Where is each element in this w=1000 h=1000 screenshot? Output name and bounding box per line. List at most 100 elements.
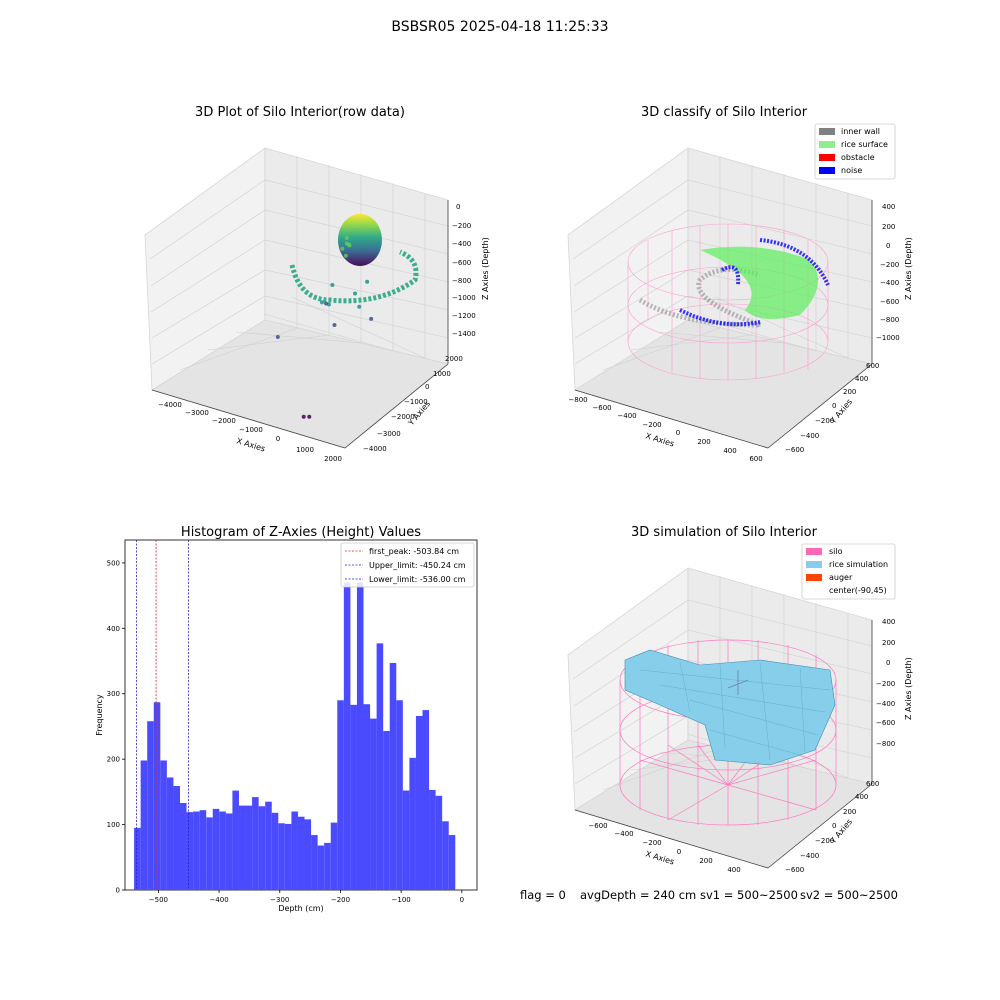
- histogram-bar: [225, 813, 233, 890]
- histogram-bar: [245, 805, 253, 890]
- cls-y-tick: 0: [832, 402, 836, 410]
- histogram-bar: [166, 777, 174, 890]
- sim-y-tick: 0: [832, 822, 836, 830]
- raw-ring-cluster: [289, 249, 419, 304]
- sim-y-tick: −200: [815, 837, 834, 845]
- cls-z-tick: 400: [882, 203, 895, 211]
- legend-label-center: center(-90,45): [829, 586, 887, 595]
- raw-point: [320, 300, 324, 305]
- cls-rice-surface-points: [700, 246, 818, 319]
- histogram-bar: [160, 760, 167, 890]
- cls-z-label: Z Axies (Depth): [904, 237, 913, 300]
- legend-swatch-obstacle: [819, 154, 835, 161]
- raw-point: [275, 335, 280, 340]
- histogram-bar: [212, 808, 220, 890]
- histogram-bar: [173, 785, 180, 890]
- histogram-bar: [153, 702, 161, 890]
- raw-x-tick: −4000: [158, 401, 182, 409]
- histogram-bar: [363, 704, 371, 890]
- sim-y-tick: 600: [866, 780, 879, 788]
- legend-label-obstacle: obstacle: [841, 153, 875, 162]
- raw-z-label: Z Axies (Depth): [481, 237, 490, 300]
- histogram-bar: [415, 715, 423, 890]
- histogram-bar: [435, 795, 443, 890]
- sim-x-tick: −200: [642, 839, 661, 847]
- raw-x-ticks: −4000 −3000 −2000 −1000 0 1000 2000: [158, 401, 342, 463]
- histogram-bar: [356, 582, 364, 890]
- status-flag: flag = 0: [520, 888, 566, 902]
- raw-point: [307, 414, 312, 419]
- histogram-bar: [402, 790, 410, 890]
- raw-y-tick: −1000: [404, 398, 428, 406]
- sim-z-label: Z Axies (Depth): [904, 657, 913, 720]
- histogram-bar: [291, 811, 298, 890]
- sim-x-tick: −400: [614, 830, 633, 838]
- raw-z-tick: −1200: [452, 312, 476, 320]
- histogram-y-tick: 200: [107, 756, 120, 764]
- histogram-bar: [409, 757, 416, 890]
- cls-z-tick: −1000: [876, 334, 900, 342]
- panel-raw-3d: 3D Plot of Silo Interior(row data) −4000…: [144, 105, 490, 463]
- histogram-bar: [193, 811, 200, 890]
- histogram-bar: [448, 835, 456, 890]
- histogram-bar: [297, 816, 305, 890]
- cls-noise-points: [679, 238, 830, 327]
- histogram-bar: [265, 801, 272, 890]
- raw-point: [353, 291, 358, 296]
- cls-y-tick: 600: [866, 362, 879, 370]
- status-avg-depth: avgDepth = 240 cm: [580, 888, 697, 902]
- histogram-bar: [350, 704, 357, 890]
- histogram-bar: [219, 811, 226, 890]
- sim-z-tick: 0: [886, 659, 890, 667]
- sim-z-tick: 200: [882, 639, 895, 647]
- raw-x-tick: 1000: [296, 446, 314, 454]
- cls-3d-axis-lines: [574, 200, 873, 449]
- raw-x-tick: −3000: [185, 409, 209, 417]
- raw-point: [340, 246, 345, 251]
- cls-y-ticks: −600 −400 −200 0 200 400 600: [785, 362, 879, 454]
- sim-x-tick: 200: [699, 857, 712, 865]
- sim-y-tick: 200: [843, 808, 856, 816]
- histogram-x-tick: −100: [392, 896, 411, 904]
- sim-3d-axis-lines: [574, 620, 873, 869]
- legend-label-upper-limit: Upper_limit: -450.24 cm: [369, 561, 466, 570]
- histogram-bar: [324, 842, 331, 890]
- histogram-y-tick: 300: [107, 690, 120, 698]
- cls-x-label: X Axies: [644, 431, 675, 448]
- histogram-x-tick: −400: [209, 896, 228, 904]
- histogram-bar: [140, 760, 148, 890]
- sim-z-tick: −600: [876, 719, 895, 727]
- raw-3d-axis-lines: [151, 200, 449, 449]
- legend-swatch-inner-wall: [819, 128, 835, 135]
- sim-y-tick: −600: [785, 866, 804, 874]
- cls-y-tick: −400: [800, 432, 819, 440]
- panel-histogram: Histogram of Z-Axies (Height) Values −50…: [95, 525, 478, 913]
- histogram-x-label: Depth (cm): [278, 904, 323, 913]
- raw-points: [275, 236, 374, 419]
- raw-z-tick: −1400: [452, 330, 476, 338]
- raw-point: [365, 279, 370, 284]
- raw-y-tick: −2000: [391, 413, 415, 421]
- histogram-bar: [337, 700, 344, 890]
- histogram-bar: [258, 806, 266, 890]
- raw-x-label: X Axies: [235, 436, 266, 453]
- raw-x-tick: 0: [276, 435, 280, 443]
- cls-z-tick: −400: [880, 279, 899, 287]
- raw-point: [343, 253, 348, 258]
- histogram-y-tick: 500: [107, 559, 120, 567]
- figure-suptitle: BSBSR05 2025-04-18 11:25:33: [391, 19, 608, 35]
- histogram-bar: [422, 710, 430, 890]
- raw-3d-gridlines: [149, 156, 449, 371]
- cls-x-tick: −400: [617, 412, 636, 420]
- histogram-bar: [147, 721, 154, 890]
- raw-3d-box: [144, 147, 449, 449]
- legend-swatch-rice-simulation: [806, 561, 822, 568]
- cls-z-tick: 200: [882, 223, 895, 231]
- raw-point: [344, 241, 349, 246]
- sim-z-tick: −400: [876, 700, 895, 708]
- raw-point: [330, 282, 335, 287]
- raw-point: [369, 316, 374, 321]
- cls-x-tick: −600: [592, 404, 611, 412]
- histogram-bar: [442, 821, 449, 890]
